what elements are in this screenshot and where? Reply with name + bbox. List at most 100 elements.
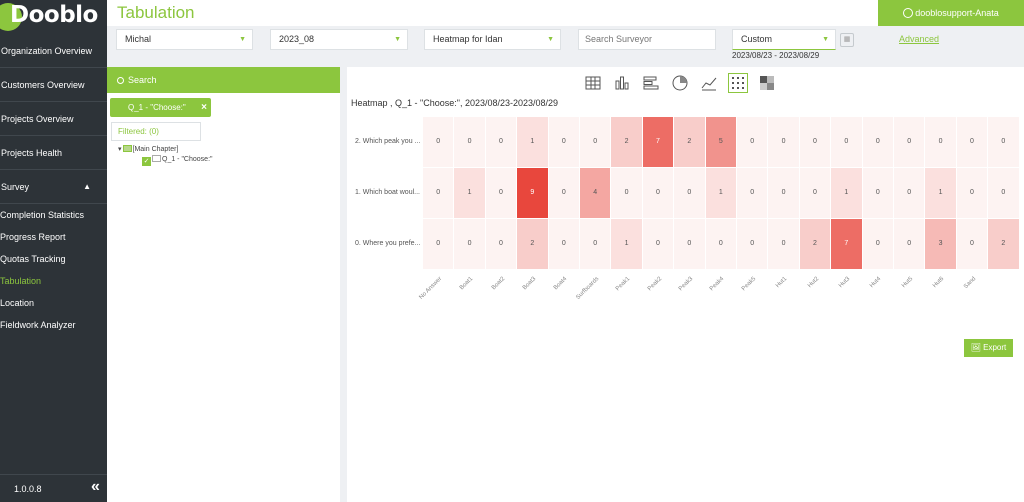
sidebar-item-projects-health[interactable]: Projects Health bbox=[0, 136, 107, 170]
scatter-chart-icon[interactable] bbox=[728, 73, 748, 93]
heatmap-cell[interactable]: 0 bbox=[862, 219, 893, 269]
heatmap-cell[interactable]: 0 bbox=[737, 117, 768, 167]
heatmap-cell[interactable]: 0 bbox=[642, 219, 674, 269]
heatmap-cell[interactable]: 0 bbox=[737, 168, 768, 218]
sidebar-item-quotas-tracking[interactable]: Quotas Tracking bbox=[0, 254, 66, 264]
heatmap-cell[interactable]: 0 bbox=[642, 168, 674, 218]
heatmap-cell[interactable]: 4 bbox=[580, 168, 611, 218]
heatmap-cell[interactable]: 2 bbox=[517, 219, 548, 269]
sidebar-item-organization-overview[interactable]: Organization Overview bbox=[0, 34, 107, 68]
heatmap-cell[interactable]: 0 bbox=[485, 117, 517, 167]
heatmap-cell[interactable]: 0 bbox=[862, 168, 893, 218]
heatmap-cell[interactable]: 1 bbox=[831, 168, 862, 218]
heatmap-cell[interactable]: 0 bbox=[768, 117, 799, 167]
line-chart-icon[interactable] bbox=[699, 73, 719, 93]
heatmap-cell[interactable]: 5 bbox=[705, 117, 736, 167]
organization-select-value: Michal bbox=[125, 34, 152, 44]
chevron-down-icon: ▼ bbox=[394, 36, 401, 43]
heatmap-cell[interactable]: 0 bbox=[925, 117, 956, 167]
close-icon[interactable]: × bbox=[201, 102, 207, 113]
heatmap-cell[interactable]: 0 bbox=[894, 219, 925, 269]
sidebar-item-tabulation[interactable]: Tabulation bbox=[0, 276, 42, 286]
advanced-link[interactable]: Advanced bbox=[899, 34, 940, 44]
heatmap-cell[interactable]: 0 bbox=[894, 168, 925, 218]
heatmap-cell[interactable]: 0 bbox=[485, 219, 517, 269]
heatmap-cell[interactable]: 2 bbox=[988, 219, 1019, 269]
sidebar-item-fieldwork-analyzer[interactable]: Fieldwork Analyzer bbox=[0, 320, 76, 330]
heatmap-cell[interactable]: 7 bbox=[831, 219, 862, 269]
heatmap-cell[interactable]: 0 bbox=[454, 219, 485, 269]
heatmap-cell[interactable]: 1 bbox=[611, 219, 642, 269]
table-chart-icon[interactable] bbox=[583, 73, 603, 93]
checkbox-checked-icon[interactable]: ✓ bbox=[142, 157, 151, 166]
heatmap-cell[interactable]: 0 bbox=[423, 117, 454, 167]
user-menu-button[interactable]: dooblosupport-Anata bbox=[878, 0, 1024, 26]
search-surveyor-input[interactable]: Search Surveyor bbox=[578, 29, 716, 50]
heatmap-cell[interactable]: 2 bbox=[674, 117, 705, 167]
sidebar-item-location[interactable]: Location bbox=[0, 298, 35, 308]
heatmap-cell[interactable]: 3 bbox=[925, 219, 956, 269]
pie-chart-icon[interactable] bbox=[670, 73, 690, 93]
project-select[interactable]: 2023_08 ▼ bbox=[270, 29, 408, 50]
heatmap-cell[interactable]: 0 bbox=[674, 219, 705, 269]
heatmap-cell[interactable]: 0 bbox=[737, 219, 768, 269]
heatmap-cell[interactable]: 2 bbox=[799, 219, 831, 269]
heatmap-cell[interactable]: 0 bbox=[705, 219, 736, 269]
heatmap-cell[interactable]: 0 bbox=[894, 117, 925, 167]
heatmap-cell[interactable]: 0 bbox=[485, 168, 517, 218]
heatmap-cell[interactable]: 0 bbox=[580, 117, 611, 167]
heatmap-cell[interactable]: 0 bbox=[831, 117, 862, 167]
sidebar-item-survey[interactable]: Survey ▲ bbox=[0, 170, 107, 204]
tree-node-main-chapter[interactable]: ▾ [Main Chapter] bbox=[118, 145, 178, 153]
export-button[interactable]: 🖼 Export bbox=[964, 339, 1013, 357]
heatmap-cell[interactable]: 1 bbox=[705, 168, 736, 218]
heatmap-cell[interactable]: 0 bbox=[423, 168, 454, 218]
tree-node-q1[interactable]: ✓ Q_1 - "Choose:" bbox=[142, 155, 213, 166]
expand-triangle-icon[interactable]: ▾ bbox=[118, 146, 122, 153]
heatmap-cell[interactable]: 0 bbox=[956, 117, 988, 167]
heatmap-cell[interactable]: 0 bbox=[674, 168, 705, 218]
selected-question-chip[interactable]: Q_1 - "Choose:" × bbox=[110, 98, 211, 117]
heatmap-cell[interactable]: 0 bbox=[548, 219, 579, 269]
heatmap-cell[interactable]: 0 bbox=[548, 168, 579, 218]
chevron-down-icon: ▼ bbox=[239, 36, 246, 43]
heatmap-cell[interactable]: 0 bbox=[454, 117, 485, 167]
heatmap-chart-icon[interactable] bbox=[757, 73, 777, 93]
sidebar-item-projects-overview[interactable]: Projects Overview bbox=[0, 102, 107, 136]
heatmap-cell[interactable]: 0 bbox=[548, 117, 579, 167]
heatmap-cell[interactable]: 9 bbox=[517, 168, 548, 218]
heatmap-cell[interactable]: 1 bbox=[517, 117, 548, 167]
sidebar-item-completion-statistics[interactable]: Completion Statistics bbox=[0, 210, 85, 220]
report-select-value: Heatmap for Idan bbox=[433, 34, 503, 44]
horizontal-bar-chart-icon[interactable] bbox=[641, 73, 661, 93]
heatmap-cell[interactable]: 1 bbox=[925, 168, 956, 218]
calendar-icon[interactable]: ▦ bbox=[840, 33, 854, 47]
organization-select[interactable]: Michal ▼ bbox=[116, 29, 253, 50]
heatmap-cell[interactable]: 0 bbox=[580, 219, 611, 269]
filtered-count[interactable]: Filtered: (0) bbox=[111, 122, 201, 141]
heatmap-cell[interactable]: 1 bbox=[454, 168, 485, 218]
report-select[interactable]: Heatmap for Idan ▼ bbox=[424, 29, 561, 50]
chart-panel: Heatmap , Q_1 - "Choose:", 2023/08/23-20… bbox=[347, 67, 1024, 502]
heatmap-cell[interactable]: 2 bbox=[611, 117, 642, 167]
heatmap-cell[interactable]: 0 bbox=[423, 219, 454, 269]
heatmap-cell[interactable]: 0 bbox=[956, 168, 988, 218]
date-mode-select[interactable]: Custom ▼ bbox=[732, 29, 836, 50]
heatmap-cell[interactable]: 0 bbox=[768, 219, 799, 269]
collapse-sidebar-icon[interactable]: « bbox=[91, 478, 100, 495]
heatmap-cell[interactable]: 0 bbox=[988, 168, 1019, 218]
heatmap-cell[interactable]: 0 bbox=[862, 117, 893, 167]
dooblo-logo[interactable]: Dooblo bbox=[0, 0, 107, 34]
heatmap-cell[interactable]: 0 bbox=[768, 168, 799, 218]
sidebar-item-progress-report[interactable]: Progress Report bbox=[0, 232, 66, 242]
sidebar-item-customers-overview[interactable]: Customers Overview bbox=[0, 68, 107, 102]
bar-chart-icon[interactable] bbox=[612, 73, 632, 93]
heatmap-cell[interactable]: 0 bbox=[956, 219, 988, 269]
question-search-bar[interactable]: Search bbox=[107, 67, 340, 93]
heatmap-cell[interactable]: 0 bbox=[799, 168, 831, 218]
heatmap-row-label: 0. Where you prefe... bbox=[355, 239, 421, 247]
heatmap-cell[interactable]: 0 bbox=[988, 117, 1019, 167]
heatmap-cell[interactable]: 0 bbox=[799, 117, 831, 167]
heatmap-cell[interactable]: 0 bbox=[611, 168, 642, 218]
heatmap-cell[interactable]: 7 bbox=[642, 117, 674, 167]
